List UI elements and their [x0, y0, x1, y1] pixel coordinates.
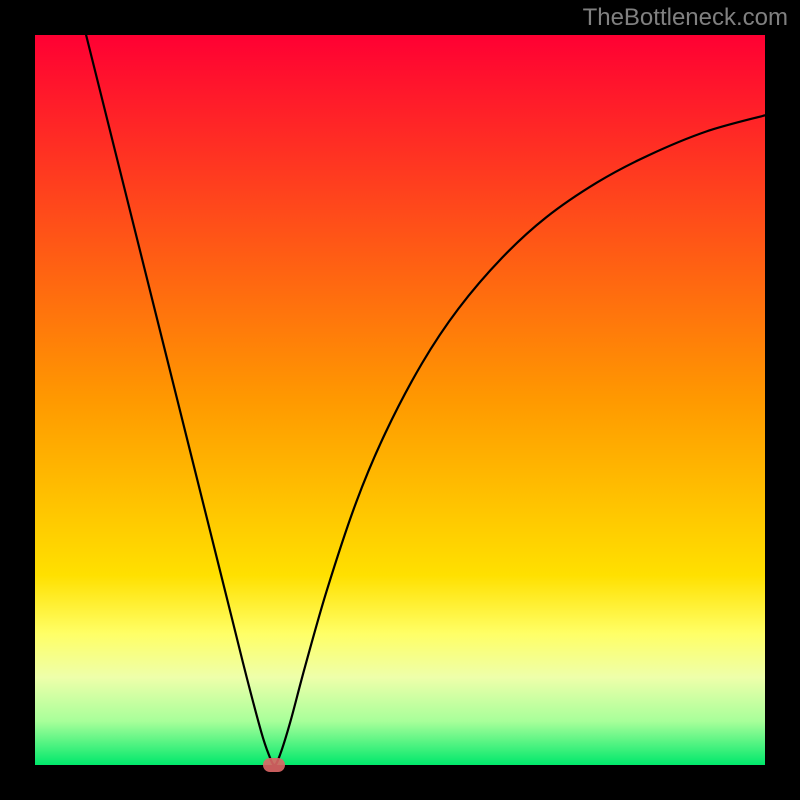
chart-plot-area [35, 35, 765, 765]
bottleneck-curve [35, 35, 765, 765]
optimum-marker [263, 758, 285, 772]
watermark-text: TheBottleneck.com [583, 4, 788, 32]
